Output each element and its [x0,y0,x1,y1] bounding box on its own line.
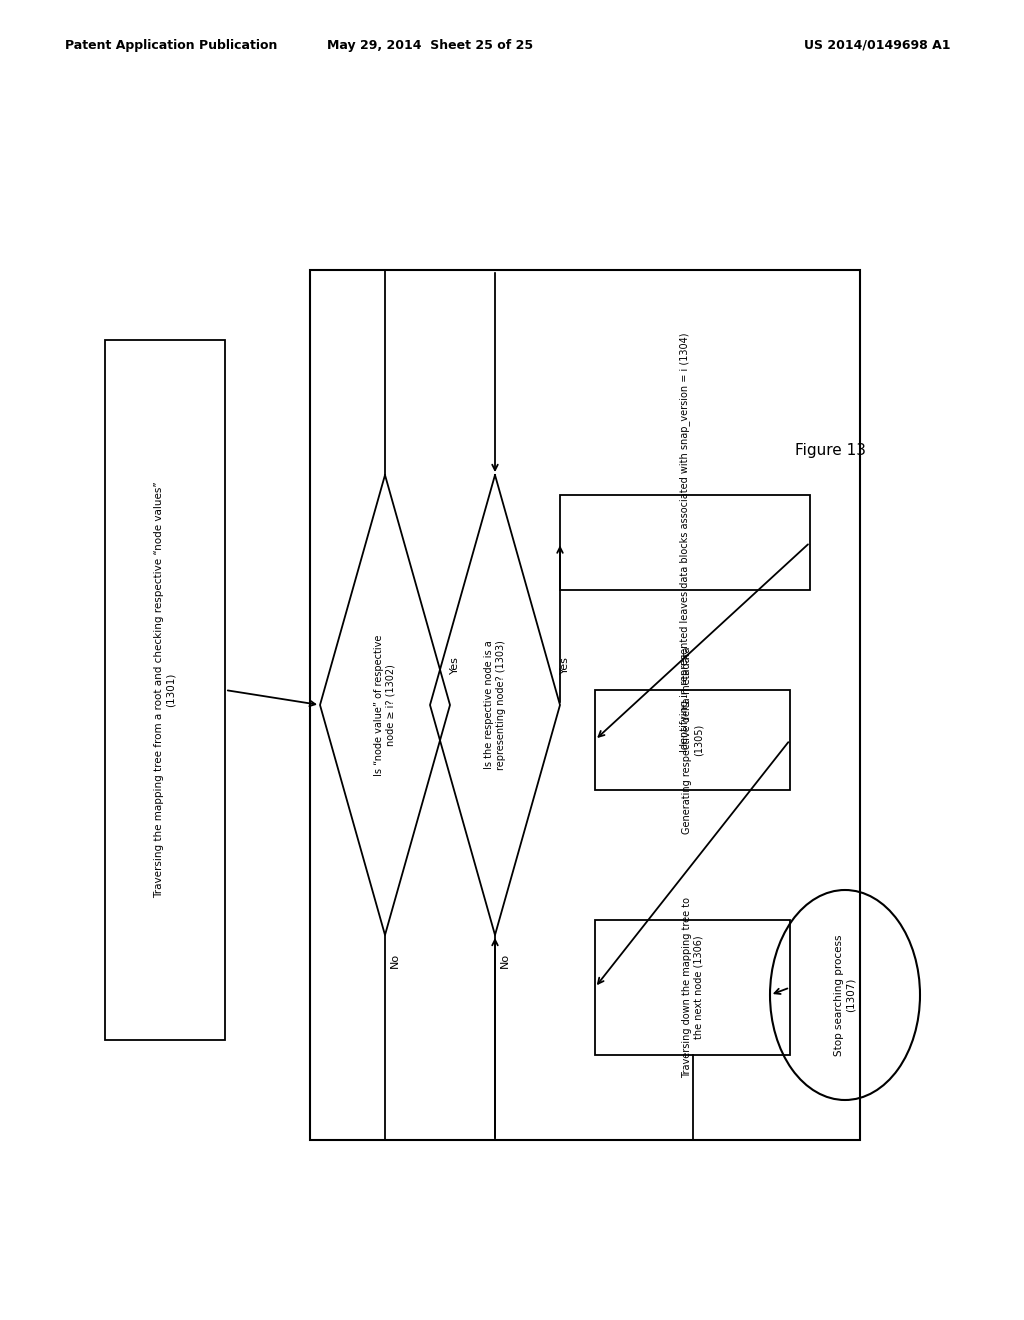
Text: Figure 13: Figure 13 [795,442,865,458]
Text: Yes: Yes [450,656,460,675]
Text: Is the respective node is a
representing node? (1303): Is the respective node is a representing… [484,640,506,770]
Bar [560,495,810,590]
Text: Yes: Yes [560,656,570,675]
Bar [595,920,790,1055]
Bar [595,690,790,789]
Text: Stop searching process
(1307): Stop searching process (1307) [835,935,856,1056]
Text: Identifying in represented leaves data blocks associated with snap_version = i (: Identifying in represented leaves data b… [680,333,690,752]
Bar [105,341,225,1040]
Text: No: No [390,953,400,968]
Text: Traversing the mapping tree from a root and checking respective “node values”
(1: Traversing the mapping tree from a root … [155,482,176,899]
Text: Traversing down the mapping tree to
the next node (1306): Traversing down the mapping tree to the … [682,898,703,1078]
Bar [310,271,860,1140]
Text: No: No [500,953,510,968]
Text: Patent Application Publication: Patent Application Publication [65,38,278,51]
Text: US 2014/0149698 A1: US 2014/0149698 A1 [804,38,950,51]
Text: Generating respective delta-metadata
(1305): Generating respective delta-metadata (13… [682,647,703,834]
Text: Is “node value” of respective
node ≥ i? (1302): Is “node value” of respective node ≥ i? … [374,635,396,776]
Text: May 29, 2014  Sheet 25 of 25: May 29, 2014 Sheet 25 of 25 [327,38,534,51]
